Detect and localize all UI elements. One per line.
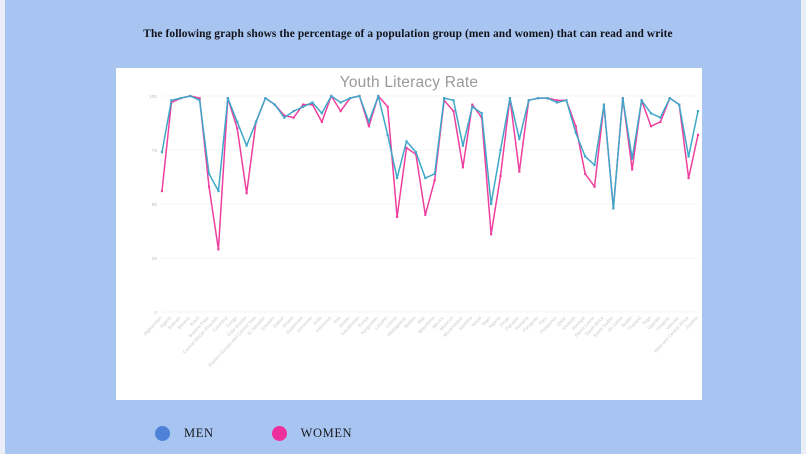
svg-text:75: 75 — [152, 148, 158, 154]
svg-text:Peru: Peru — [538, 315, 549, 326]
svg-text:Nepal: Nepal — [471, 315, 483, 327]
svg-text:0: 0 — [154, 310, 157, 316]
circle-dot-icon — [155, 425, 170, 441]
svg-text:Qatar: Qatar — [556, 315, 568, 327]
svg-text:Iraq: Iraq — [332, 315, 341, 325]
legend-item-women[interactable]: WOMEN — [271, 425, 353, 441]
chart-card: Youth Literacy Rate 0 25 50 75 100 Afghanista… — [116, 68, 702, 400]
chart-plot-area: 0 25 50 75 100 Afghanistan Algeria Bahrain Belar… — [142, 90, 702, 378]
svg-text:50: 50 — [152, 202, 158, 208]
svg-text:India: India — [312, 315, 323, 326]
svg-text:100: 100 — [149, 94, 157, 100]
chart-title: Youth Literacy Rate — [339, 74, 479, 91]
chart-legend: MEN WOMEN — [116, 418, 702, 448]
legend-item-men[interactable]: MEN — [155, 425, 214, 441]
svg-text:Togo: Togo — [641, 315, 652, 326]
svg-text:25: 25 — [152, 256, 158, 262]
legend-label-men: MEN — [184, 425, 214, 440]
circle-dot-icon — [271, 425, 287, 441]
line-chart-svg: 0255075100AfghanistanAlgeriaBahrainBelar… — [143, 94, 700, 368]
svg-text:Brazil: Brazil — [189, 315, 200, 327]
page-title: The following graph shows the percentage… — [143, 28, 673, 40]
svg-text:Mali: Mali — [417, 315, 426, 325]
legend-label-women: WOMEN — [300, 425, 353, 440]
svg-text:Niger: Niger — [481, 315, 492, 327]
